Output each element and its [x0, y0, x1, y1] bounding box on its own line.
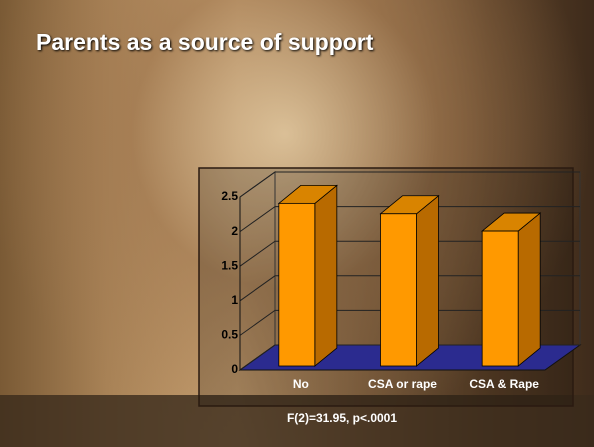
- grid-line: [239, 309, 580, 336]
- y-tick-label: 0: [231, 362, 238, 376]
- y-tick-label: 1.5: [221, 258, 238, 272]
- bar-side: [517, 212, 541, 367]
- slide-title: Parents as a source of support: [36, 29, 374, 55]
- bar: [380, 213, 417, 367]
- x-tick-label: CSA or rape: [368, 377, 437, 391]
- y-tick-label: 0.5: [221, 328, 238, 342]
- caption: F(2)=31.95, p<.0001: [287, 411, 397, 425]
- bar-side: [416, 194, 439, 367]
- y-tick-label: 2: [231, 224, 238, 238]
- grid-line: [239, 171, 580, 198]
- y-tick-label: 2.5: [221, 189, 238, 203]
- x-tick-label: CSA & Rape: [469, 377, 539, 391]
- bar: [278, 202, 316, 367]
- y-tick-label: 1: [231, 293, 238, 307]
- grid-line: [239, 240, 580, 267]
- grid-line: [239, 206, 580, 233]
- table-edge: [0, 395, 594, 447]
- x-tick-label: No: [293, 377, 309, 391]
- grid-line: [239, 344, 580, 371]
- bar: [481, 230, 519, 367]
- grid-line: [239, 275, 580, 302]
- bar-side: [314, 184, 338, 367]
